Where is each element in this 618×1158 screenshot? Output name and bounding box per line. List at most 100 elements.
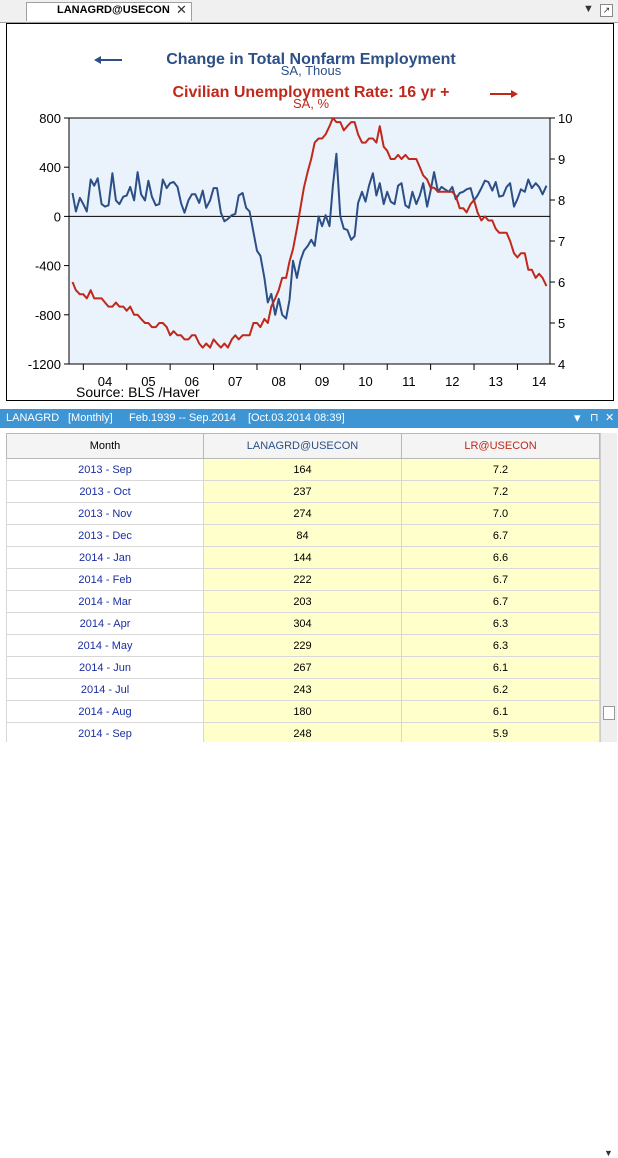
tab-bar: LANAGRD@USECON ✕ ▼ ↗ [0, 0, 618, 23]
table-row[interactable]: 2014 - Apr 304 6.3 [6, 612, 600, 635]
table-row[interactable]: 2013 - Oct 237 7.2 [6, 480, 600, 503]
cell-lr[interactable]: 5.9 [401, 722, 600, 742]
right-tick-label: 8 [558, 193, 565, 208]
cell-month[interactable]: 2013 - Sep [6, 458, 204, 481]
cell-month[interactable]: 2013 - Nov [6, 502, 204, 525]
table-row[interactable]: 2014 - Jul 243 6.2 [6, 678, 600, 701]
chart-source: Source: BLS /Haver [76, 384, 200, 400]
cell-lr[interactable]: 6.1 [401, 700, 600, 723]
cell-lr[interactable]: 6.3 [401, 634, 600, 657]
cell-month[interactable]: 2014 - May [6, 634, 204, 657]
cell-month[interactable]: 2014 - Jul [6, 678, 204, 701]
cell-lr[interactable]: 6.3 [401, 612, 600, 635]
cell-month[interactable]: 2013 - Dec [6, 524, 204, 547]
header-month[interactable]: Month [6, 433, 204, 459]
series-employment-line [71, 152, 548, 320]
table-row[interactable]: 2013 - Sep 164 7.2 [6, 458, 600, 481]
table-row[interactable]: 2014 - Aug 180 6.1 [6, 700, 600, 723]
left-tick-label: 0 [54, 209, 61, 224]
cell-month[interactable]: 2014 - Aug [6, 700, 204, 723]
chart-subtitle-unemployment: SA, % [293, 96, 330, 111]
table-row[interactable]: 2013 - Nov 274 7.0 [6, 502, 600, 525]
cell-lanagrd[interactable]: 144 [203, 546, 402, 569]
cell-lr[interactable]: 6.1 [401, 656, 600, 679]
x-tick-label: 13 [489, 374, 503, 389]
cell-lanagrd[interactable]: 84 [203, 524, 402, 547]
header-lr[interactable]: LR@USECON [401, 433, 600, 459]
pane-frequency: [Monthly] [68, 412, 113, 424]
tab-lanagrd[interactable] [26, 2, 192, 21]
pane-date-range: Feb.1939 -- Sep.2014 [129, 412, 237, 424]
left-tick-label: -1200 [28, 357, 61, 372]
right-tick-label: 7 [558, 234, 565, 249]
table-row[interactable]: 2014 - Feb 222 6.7 [6, 568, 600, 591]
chart-title-employment: Change in Total Nonfarm Employment [166, 51, 456, 68]
cell-month[interactable]: 2013 - Oct [6, 480, 204, 503]
data-pane-titlebar: LANAGRD [Monthly] Feb.1939 -- Sep.2014 [… [0, 409, 618, 428]
arrow-right-icon [490, 90, 518, 98]
left-tick-label: 400 [39, 160, 61, 175]
pane-close-icon[interactable]: ✕ [605, 412, 615, 424]
pane-updated: [Oct.03.2014 08:39] [248, 412, 345, 424]
left-tick-label: 800 [39, 111, 61, 126]
table-row[interactable]: 2014 - Jan 144 6.6 [6, 546, 600, 569]
cell-lr[interactable]: 6.7 [401, 590, 600, 613]
cell-lr[interactable]: 6.2 [401, 678, 600, 701]
cell-month[interactable]: 2014 - Jan [6, 546, 204, 569]
dropdown-arrow-icon[interactable]: ▼ [583, 3, 594, 15]
cell-month[interactable]: 2014 - Jun [6, 656, 204, 679]
right-tick-label: 6 [558, 275, 565, 290]
cell-lanagrd[interactable]: 203 [203, 590, 402, 613]
header-lanagrd[interactable]: LANAGRD@USECON [203, 433, 402, 459]
right-tick-label: 10 [558, 111, 572, 126]
x-tick-label: 12 [445, 374, 459, 389]
x-tick-label: 09 [315, 374, 329, 389]
data-table: Month LANAGRD@USECON LR@USECON 2013 - Se… [6, 433, 606, 742]
cell-lr[interactable]: 6.7 [401, 524, 600, 547]
x-tick-label: 05 [141, 374, 155, 389]
external-link-icon[interactable]: ↗ [600, 4, 613, 17]
cell-month[interactable]: 2014 - Feb [6, 568, 204, 591]
cell-lanagrd[interactable]: 304 [203, 612, 402, 635]
cell-lanagrd[interactable]: 274 [203, 502, 402, 525]
cell-month[interactable]: 2014 - Apr [6, 612, 204, 635]
cell-lr[interactable]: 6.6 [401, 546, 600, 569]
cell-lr[interactable]: 7.0 [401, 502, 600, 525]
chart-subtitle-employment: SA, Thous [281, 63, 342, 78]
x-tick-label: 06 [185, 374, 199, 389]
cell-lr[interactable]: 6.7 [401, 568, 600, 591]
pin-icon[interactable]: ⊓ [590, 412, 599, 424]
cell-lr[interactable]: 7.2 [401, 458, 600, 481]
cell-lanagrd[interactable]: 222 [203, 568, 402, 591]
right-tick-label: 9 [558, 152, 565, 167]
scroll-down-icon[interactable]: ▼ [604, 1148, 613, 1158]
table-row[interactable]: 2014 - May 229 6.3 [6, 634, 600, 657]
table-row[interactable]: 2014 - Jun 267 6.1 [6, 656, 600, 679]
arrow-left-icon [94, 56, 122, 64]
cell-month[interactable]: 2014 - Mar [6, 590, 204, 613]
close-icon[interactable]: ✕ [176, 2, 187, 17]
table-row[interactable]: 2014 - Mar 203 6.7 [6, 590, 600, 613]
cell-lanagrd[interactable]: 180 [203, 700, 402, 723]
scroll-thumb[interactable] [603, 706, 615, 720]
vertical-scrollbar[interactable]: ▼ [600, 433, 617, 1158]
cell-lanagrd[interactable]: 164 [203, 458, 402, 481]
chart-title-unemployment: Civilian Unemployment Rate: 16 yr + [173, 84, 450, 101]
table-header-row: Month LANAGRD@USECON LR@USECON [6, 433, 600, 459]
pane-menu-icon[interactable]: ▾ [574, 410, 581, 425]
cell-lanagrd[interactable]: 267 [203, 656, 402, 679]
table-row[interactable]: 2013 - Dec 84 6.7 [6, 524, 600, 547]
left-tick-label: -400 [35, 259, 61, 274]
pane-series-name: LANAGRD [6, 412, 60, 424]
cell-lanagrd[interactable]: 229 [203, 634, 402, 657]
x-tick-label: 14 [532, 374, 546, 389]
cell-lanagrd[interactable]: 243 [203, 678, 402, 701]
cell-lr[interactable]: 7.2 [401, 480, 600, 503]
x-tick-label: 08 [271, 374, 285, 389]
cell-lanagrd[interactable]: 237 [203, 480, 402, 503]
cell-month[interactable]: 2014 - Sep [6, 722, 204, 742]
chart-svg: Change in Total Nonfarm Employment SA, T… [28, 51, 573, 400]
table-row[interactable]: 2014 - Sep 248 5.9 [6, 722, 600, 742]
cell-lanagrd[interactable]: 248 [203, 722, 402, 742]
x-tick-label: 07 [228, 374, 242, 389]
